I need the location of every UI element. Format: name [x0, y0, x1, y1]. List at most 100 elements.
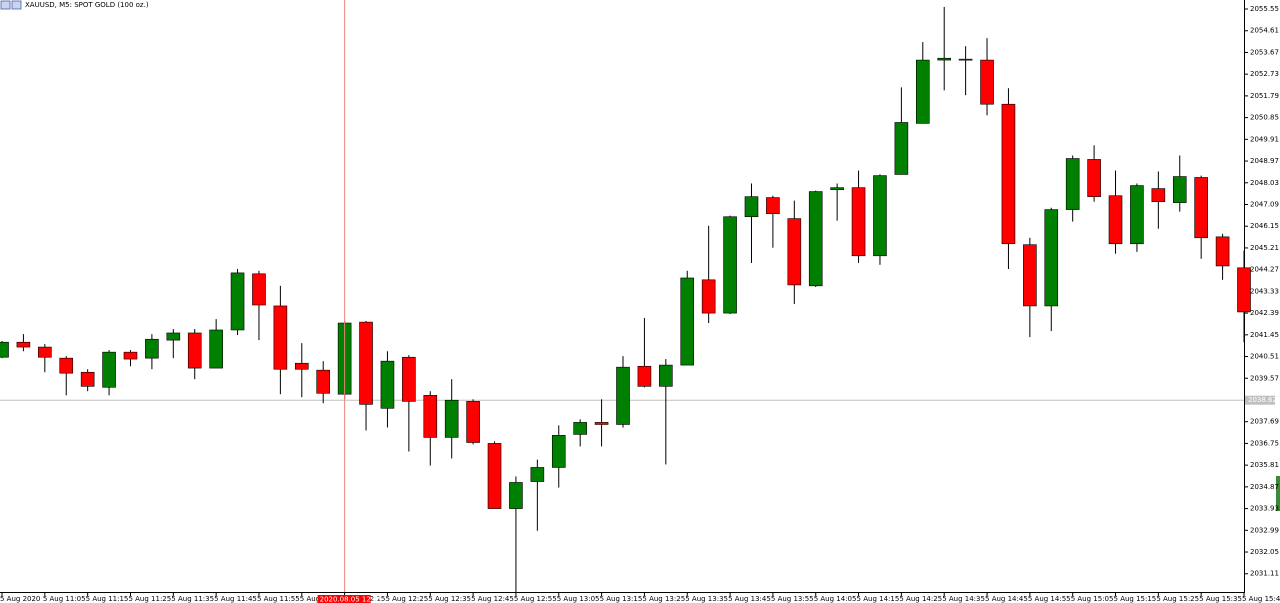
candle-body: [1215, 236, 1230, 267]
candle-body: [444, 399, 459, 438]
candle-body: [1237, 267, 1251, 313]
y-tick-label: 2047.09: [1250, 200, 1279, 208]
candle-body: [0, 341, 9, 358]
candle-body: [680, 277, 695, 366]
candle-body: [466, 401, 480, 443]
candle-body: [573, 422, 587, 435]
x-tick-label: 5 Aug 14:35: [942, 595, 985, 603]
candle-body: [1151, 188, 1166, 203]
candle-body: [487, 443, 502, 509]
candle-body: [851, 187, 866, 257]
y-tick-label: 2043.33: [1250, 287, 1279, 295]
candle-body: [766, 197, 780, 215]
candle-body: [830, 187, 844, 191]
x-tick-label: 5 Aug 14:25: [899, 595, 942, 603]
candle-body: [80, 371, 95, 387]
candle-body: [808, 191, 823, 287]
y-tick-label: 2035.81: [1250, 461, 1279, 469]
candle-body: [744, 196, 759, 218]
candle-body: [659, 364, 673, 387]
y-tick-label: 2051.79: [1250, 92, 1279, 100]
y-tick-label: 2044.27: [1250, 266, 1279, 274]
title-icons: [0, 0, 22, 10]
candle-body: [894, 122, 909, 175]
candle-body: [723, 216, 737, 314]
y-tick-label: 2048.03: [1250, 179, 1279, 187]
x-tick-label: 5 Aug 13:15: [600, 595, 643, 603]
candle-body: [958, 58, 973, 61]
y-tick-label: 2046.15: [1250, 222, 1279, 230]
candle-body: [787, 218, 802, 286]
y-tick-label: 2033.93: [1250, 505, 1279, 513]
x-tick-label: 5 Aug 11:15: [86, 595, 129, 603]
y-tick-label: 2041.45: [1250, 331, 1279, 339]
candle-body: [273, 305, 288, 370]
x-tick-label: 5 Aug 13:55: [771, 595, 814, 603]
y-tick-label: 2042.39: [1250, 309, 1279, 317]
candle-body: [551, 435, 566, 468]
crosshair-label-box: [317, 595, 371, 603]
candle-body: [509, 482, 523, 509]
candle-body: [145, 338, 159, 359]
candle-body: [1172, 176, 1187, 203]
candle-body: [701, 279, 716, 314]
scroll-indicator: [1276, 476, 1280, 511]
x-tick-label: 5 Aug 13:05: [557, 595, 600, 603]
candle-body: [187, 332, 202, 369]
x-tick-label: 5 Aug 13:25: [642, 595, 685, 603]
candle-body: [123, 351, 138, 360]
x-tick-label: 5 Aug 14:15: [857, 595, 900, 603]
x-tick-label: 5 Aug 11:25: [128, 595, 171, 603]
candle-body: [530, 467, 545, 482]
y-tick-label: 2040.51: [1250, 353, 1279, 361]
x-tick-label: 5 Aug 2020: [0, 595, 40, 603]
y-tick-label: 2048.97: [1250, 157, 1279, 165]
crosshair-label: 2020.08.05 12:15: [320, 596, 382, 603]
y-tick-label: 2032.99: [1250, 526, 1279, 534]
chart-title: XAUUSD, M5: SPOT GOLD (100 oz.): [25, 1, 149, 9]
candle-body: [423, 395, 438, 438]
candle-body: [316, 369, 331, 394]
y-tick-label: 2039.57: [1250, 374, 1279, 382]
candle-body: [616, 366, 630, 425]
x-tick-label: 5 Aug 15:15: [1114, 595, 1157, 603]
candle-body: [230, 272, 245, 331]
x-tick-label: 5 Aug 11:55: [257, 595, 300, 603]
candle-body: [873, 175, 887, 257]
y-tick-label: 2049.91: [1250, 135, 1279, 143]
x-tick-label: 5 Aug 13:35: [685, 595, 728, 603]
y-tick-label: 2031.11: [1250, 570, 1279, 578]
candle-body: [937, 57, 952, 61]
x-tick-label: 5 Aug 14:45: [985, 595, 1028, 603]
candle-body: [1065, 158, 1080, 210]
y-tick-label: 2054.61: [1250, 27, 1279, 35]
x-tick-label: 5 Aug 11:35: [171, 595, 214, 603]
candle-body: [1023, 244, 1037, 307]
candle-body: [294, 362, 309, 370]
candle-body: [402, 356, 416, 402]
x-tick-label: 5 Aug 13:45: [728, 595, 771, 603]
y-tick-label: 2055.55: [1250, 5, 1279, 13]
candle-body: [209, 329, 223, 369]
candle-body: [594, 422, 609, 425]
candle-body: [637, 365, 652, 387]
y-tick-label: 2037.69: [1250, 418, 1279, 426]
x-tick-label: 5 Aug 15:35: [1199, 595, 1242, 603]
x-tick-label: 5 Aug 15:05: [1071, 595, 1114, 603]
x-tick-label: 5 Aug 15:25: [1156, 595, 1199, 603]
y-tick-label: 2034.87: [1250, 483, 1279, 491]
candle-body: [1108, 195, 1123, 245]
y-tick-label: 2045.21: [1250, 244, 1279, 252]
y-tick-label: 2032.05: [1250, 548, 1279, 556]
y-tick-label: 2052.73: [1250, 70, 1279, 78]
candle-body: [380, 360, 395, 409]
candle-body: [252, 273, 266, 306]
candle-body: [38, 346, 52, 358]
y-tick-label: 2036.75: [1250, 439, 1279, 447]
x-tick-label: 5 Aug 12:55: [514, 595, 557, 603]
candle-body: [1001, 103, 1016, 245]
candle-body: [1044, 209, 1059, 307]
